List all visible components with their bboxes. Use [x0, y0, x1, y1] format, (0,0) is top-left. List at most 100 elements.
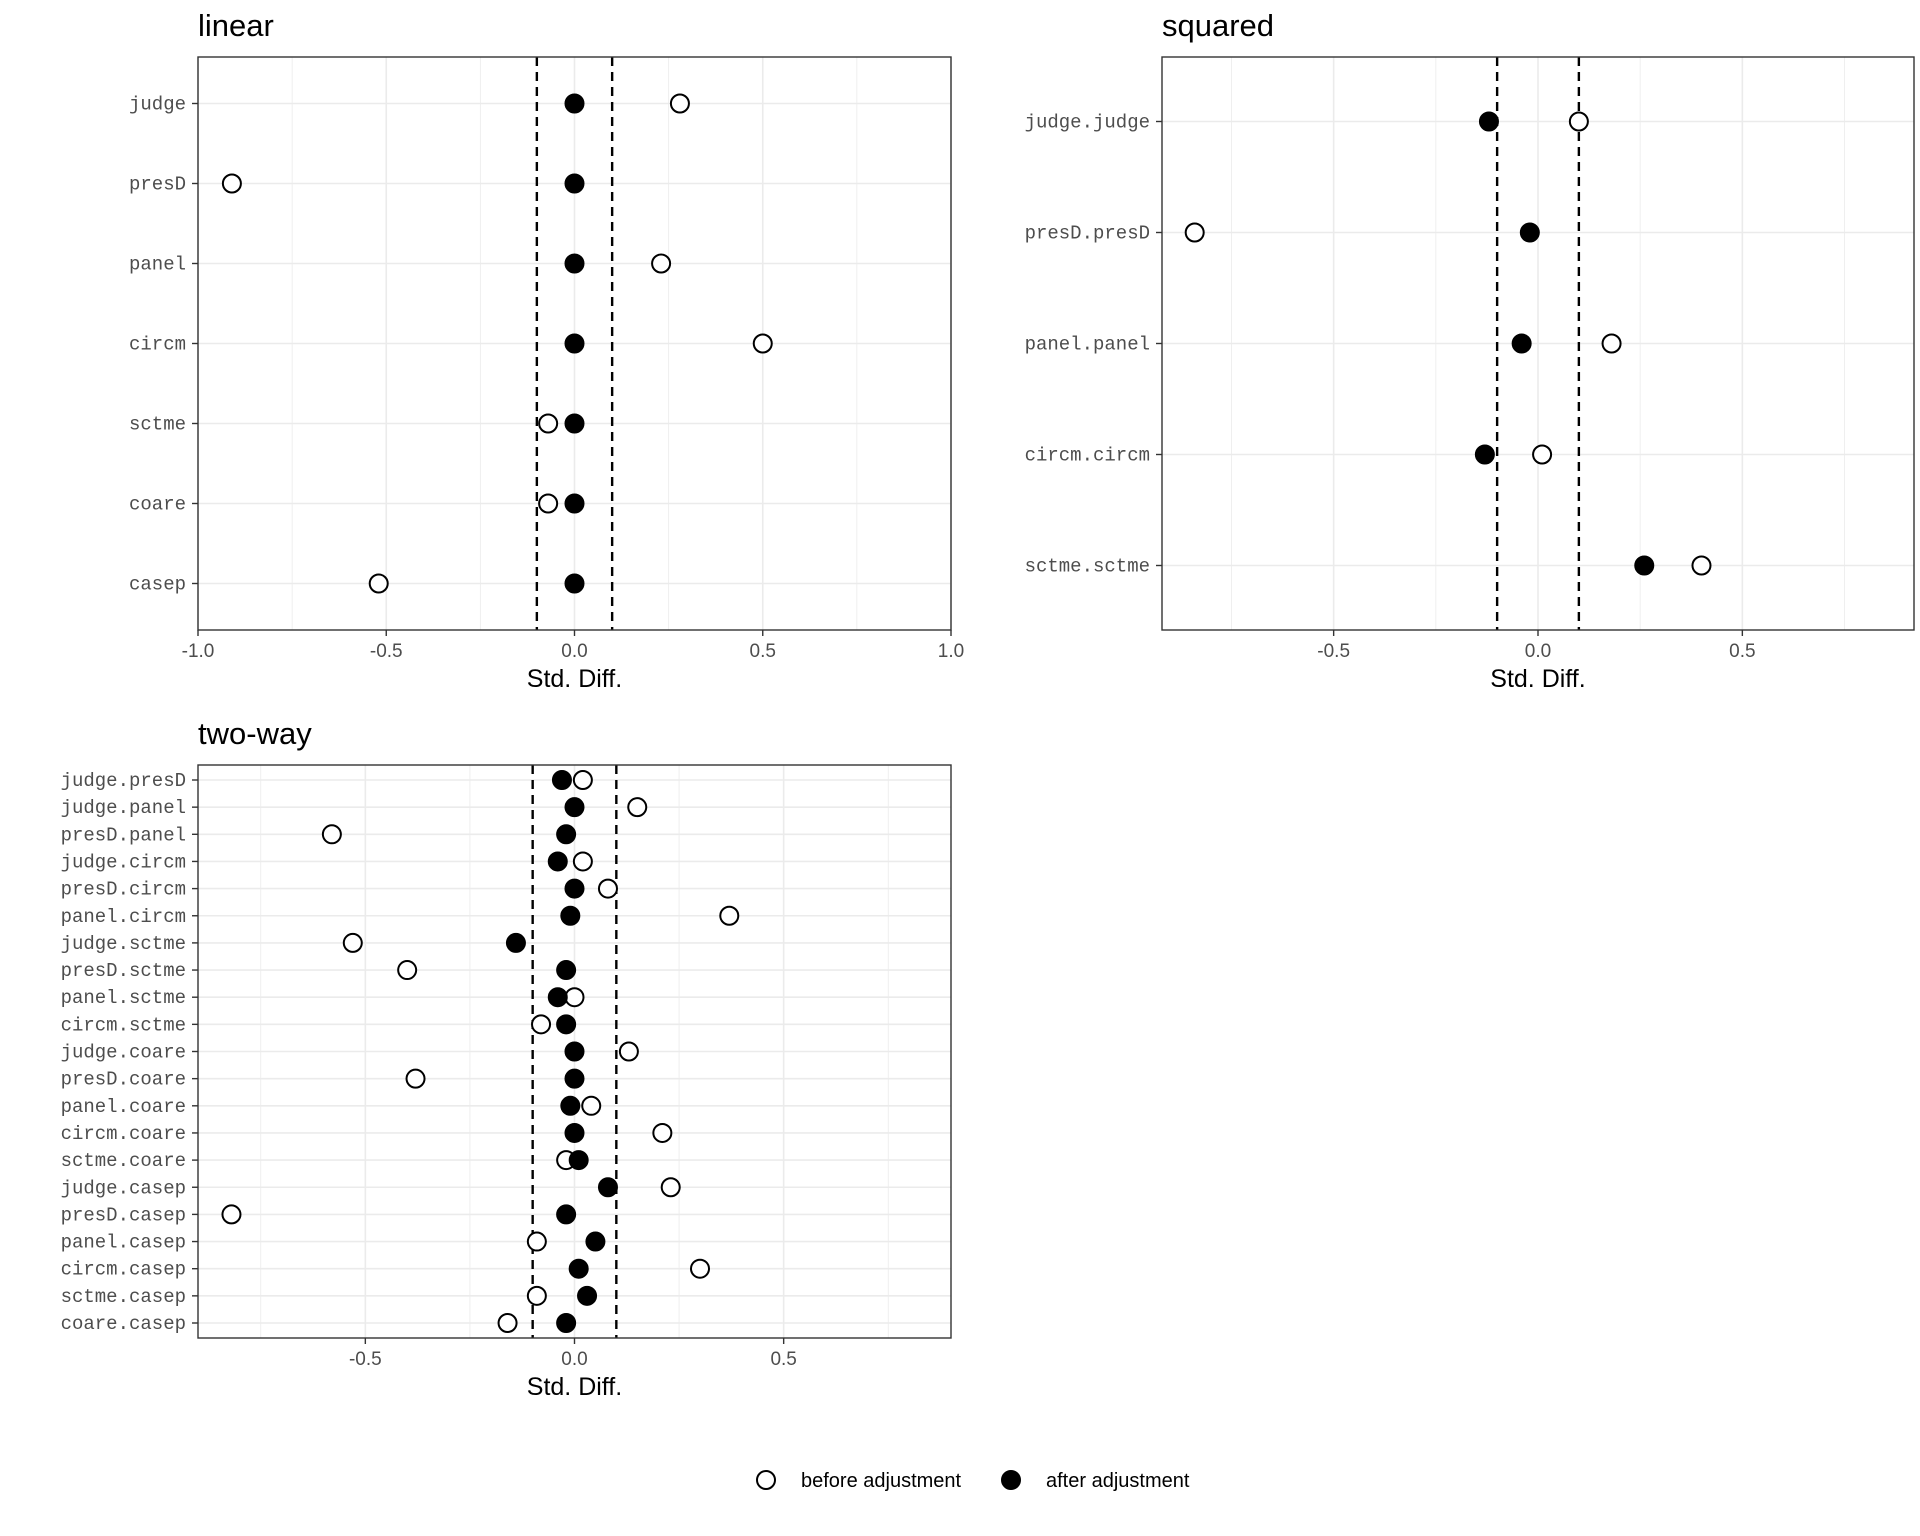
x-tick-label: 0.5 [1729, 641, 1755, 662]
legend-after-label: after adjustment [1046, 1470, 1190, 1492]
point-before-adjustment [538, 413, 559, 434]
two-way-panel: two-way -0.5 0.0 0.5 judge.presD judge.panel p… [61, 716, 952, 1401]
point-before-adjustment [1532, 444, 1553, 465]
y-tick-label: presD.presD [1025, 223, 1150, 245]
y-tick-label: presD.coare [61, 1069, 186, 1091]
panel-title: two-way [198, 716, 312, 751]
point-after-adjustment [556, 1313, 577, 1333]
x-axis-label: Std. Diff. [1490, 665, 1585, 693]
point-after-adjustment [556, 1014, 577, 1035]
point-after-adjustment [577, 1285, 598, 1306]
point-after-adjustment [597, 1177, 618, 1198]
point-before-adjustment [564, 987, 585, 1008]
x-tick-label: 0.0 [561, 1349, 587, 1370]
point-before-adjustment [526, 1231, 547, 1252]
point-after-adjustment [547, 851, 568, 872]
y-tick-label: circm [129, 334, 186, 356]
x-tick-label: 0.0 [561, 641, 587, 662]
y-tick-label: casep [129, 574, 186, 596]
point-after-adjustment [564, 173, 585, 194]
y-tick-label: presD.circm [61, 879, 186, 901]
point-after-adjustment [564, 878, 585, 899]
point-after-adjustment [564, 93, 585, 114]
point-after-adjustment [560, 905, 581, 926]
point-before-adjustment [1601, 333, 1622, 354]
point-after-adjustment [564, 1068, 585, 1089]
point-before-adjustment [572, 851, 593, 872]
x-tick-label: 0.5 [750, 641, 776, 662]
x-axis-label: Std. Diff. [527, 665, 622, 693]
point-after-adjustment [556, 1204, 577, 1225]
point-before-adjustment [652, 1122, 673, 1143]
point-before-adjustment [1184, 222, 1205, 243]
point-after-adjustment [568, 1150, 589, 1171]
point-before-adjustment [572, 770, 593, 790]
legend: before adjustment after adjustment [756, 1470, 1190, 1492]
x-axis-label: Std. Diff. [527, 1373, 622, 1401]
point-after-adjustment [1511, 333, 1532, 354]
point-after-adjustment [564, 333, 585, 354]
linear-panel: linear -1.0 -0.5 0.0 0.5 1.0 judge presD panel ci… [129, 8, 964, 693]
y-tick-label: panel.casep [61, 1232, 186, 1254]
point-after-adjustment [1474, 444, 1495, 465]
point-after-adjustment [585, 1231, 606, 1252]
y-tick-label: circm.casep [61, 1259, 186, 1281]
point-before-adjustment [538, 493, 559, 514]
x-tick-label: 0.0 [1525, 641, 1551, 662]
y-tick-label: judge.circm [61, 851, 186, 873]
point-after-adjustment [556, 824, 577, 845]
point-before-adjustment [497, 1313, 518, 1333]
point-before-adjustment [660, 1177, 681, 1198]
y-tick-label: panel.circm [61, 906, 186, 928]
y-tick-label: presD.casep [61, 1204, 186, 1226]
y-tick-label: judge.coare [61, 1042, 186, 1064]
point-before-adjustment [1568, 111, 1589, 132]
point-after-adjustment [564, 413, 585, 434]
point-after-adjustment [505, 932, 526, 953]
point-after-adjustment [556, 960, 577, 981]
legend-before-label: before adjustment [801, 1470, 962, 1492]
point-before-adjustment [690, 1258, 710, 1279]
point-before-adjustment [405, 1068, 426, 1089]
y-tick-label: judge [129, 94, 186, 116]
point-after-adjustment [564, 1041, 585, 1062]
point-before-adjustment [651, 253, 672, 274]
point-before-adjustment [321, 824, 342, 845]
point-before-adjustment [752, 333, 773, 354]
y-tick-label: circm.sctme [61, 1014, 186, 1036]
y-tick-label: coare [129, 494, 186, 516]
point-after-adjustment [1634, 555, 1655, 576]
point-after-adjustment [560, 1095, 581, 1116]
panel-title: linear [198, 8, 274, 43]
y-tick-label: sctme [129, 414, 186, 436]
y-tick-label: judge.judge [1025, 112, 1150, 134]
legend-after-marker [1001, 1470, 1021, 1490]
y-tick-label: judge.presD [61, 770, 186, 792]
point-after-adjustment [568, 1258, 589, 1279]
point-before-adjustment [1691, 555, 1712, 576]
legend-before-marker [756, 1470, 776, 1490]
point-before-adjustment [627, 797, 648, 818]
y-tick-label: panel.panel [1025, 334, 1150, 356]
y-tick-label: presD [129, 174, 186, 196]
x-tick-label: -1.0 [182, 641, 215, 662]
point-before-adjustment [669, 93, 690, 114]
x-tick-label: -0.5 [370, 641, 403, 662]
point-after-adjustment [564, 797, 585, 818]
y-tick-label: panel [129, 254, 186, 276]
y-tick-label: coare.casep [61, 1313, 186, 1335]
point-after-adjustment [1519, 222, 1540, 243]
squared-panel: squared -0.5 0.0 0.5 judge.judge presD.presD p… [1025, 8, 1915, 693]
point-after-adjustment [547, 987, 568, 1008]
x-tick-label: -0.5 [349, 1349, 382, 1370]
point-before-adjustment [342, 932, 363, 953]
point-before-adjustment [719, 905, 740, 926]
y-tick-label: judge.casep [61, 1177, 186, 1199]
y-tick-label: sctme.coare [61, 1150, 186, 1172]
panel-title: squared [1162, 8, 1274, 43]
point-before-adjustment [368, 573, 389, 594]
point-before-adjustment [597, 878, 618, 899]
x-tick-label: -0.5 [1317, 641, 1350, 662]
